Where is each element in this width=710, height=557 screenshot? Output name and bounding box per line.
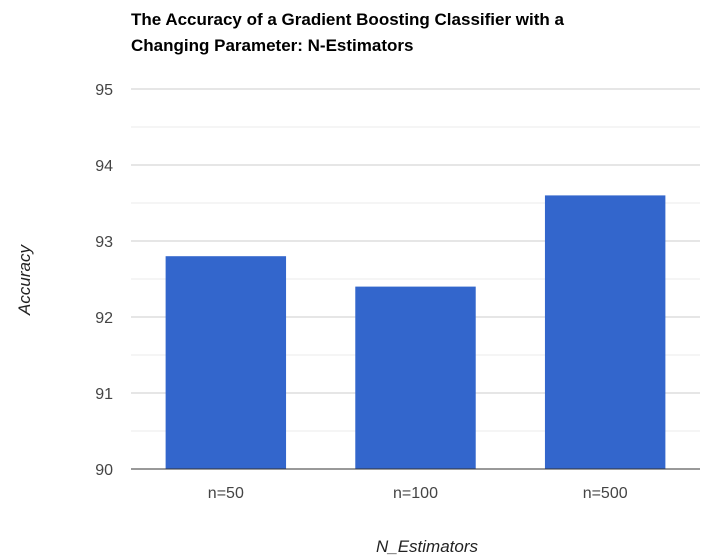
y-axis-tick-labels: 90 91 92 93 94 95 (95, 82, 113, 479)
x-tick-label: n=50 (208, 485, 244, 502)
y-axis-title: Accuracy (15, 244, 34, 316)
chart-title-line-2: Changing Parameter: N-Estimators (131, 36, 413, 55)
chart-title: The Accuracy of a Gradient Boosting Clas… (131, 10, 565, 55)
y-tick-label: 90 (95, 462, 113, 479)
bars (165, 195, 666, 469)
y-tick-label: 91 (95, 386, 113, 403)
x-axis-tick-labels: n=50 n=100 n=500 (208, 485, 628, 502)
y-tick-label: 94 (95, 158, 113, 175)
bar-n-500 (544, 195, 666, 469)
x-tick-label: n=100 (393, 485, 438, 502)
y-tick-label: 92 (95, 310, 113, 327)
chart-title-line-1: The Accuracy of a Gradient Boosting Clas… (131, 10, 565, 29)
bar-n-100 (355, 286, 476, 469)
bar-n-50 (165, 256, 287, 469)
y-tick-label: 95 (95, 82, 113, 99)
y-tick-label: 93 (95, 234, 113, 251)
x-axis-title: N_Estimators (376, 537, 479, 556)
x-tick-label: n=500 (583, 485, 628, 502)
